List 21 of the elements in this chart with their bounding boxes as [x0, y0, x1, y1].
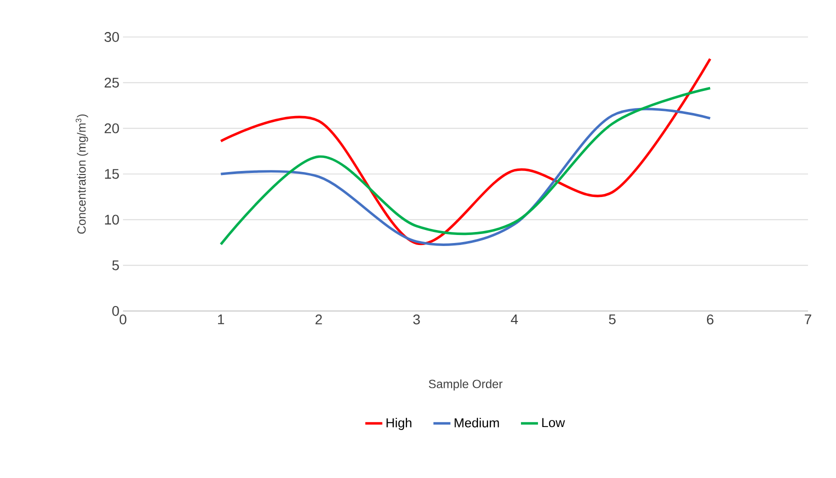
y-tick-label: 5 — [112, 260, 119, 270]
x-tick-label: 4 — [510, 314, 518, 324]
legend-label: Medium — [454, 418, 499, 428]
y-tick-label: 25 — [104, 78, 119, 88]
x-tick-label: 6 — [706, 314, 714, 324]
x-tick-label: 5 — [608, 314, 616, 324]
legend-label: Low — [542, 418, 565, 428]
x-tick-label: 0 — [120, 314, 126, 324]
line-series — [220, 58, 712, 245]
y-tick-label: 0 — [112, 306, 119, 316]
y-tick-label: 10 — [105, 214, 119, 225]
x-axis-title: Sample Order — [428, 379, 502, 391]
x-tick-label: 2 — [316, 314, 322, 324]
y-tick-label: 20 — [104, 123, 119, 134]
legend-label: High — [386, 418, 412, 430]
x-tick-label: 1 — [218, 314, 224, 324]
x-tick-label: 3 — [413, 314, 420, 324]
y-axis-title: Concentration (mg/m$^{3}$) — [76, 114, 88, 234]
y-tick-label: 15 — [105, 169, 119, 179]
y-tick-label: 30 — [104, 32, 119, 42]
x-tick-label: 7 — [804, 314, 812, 324]
